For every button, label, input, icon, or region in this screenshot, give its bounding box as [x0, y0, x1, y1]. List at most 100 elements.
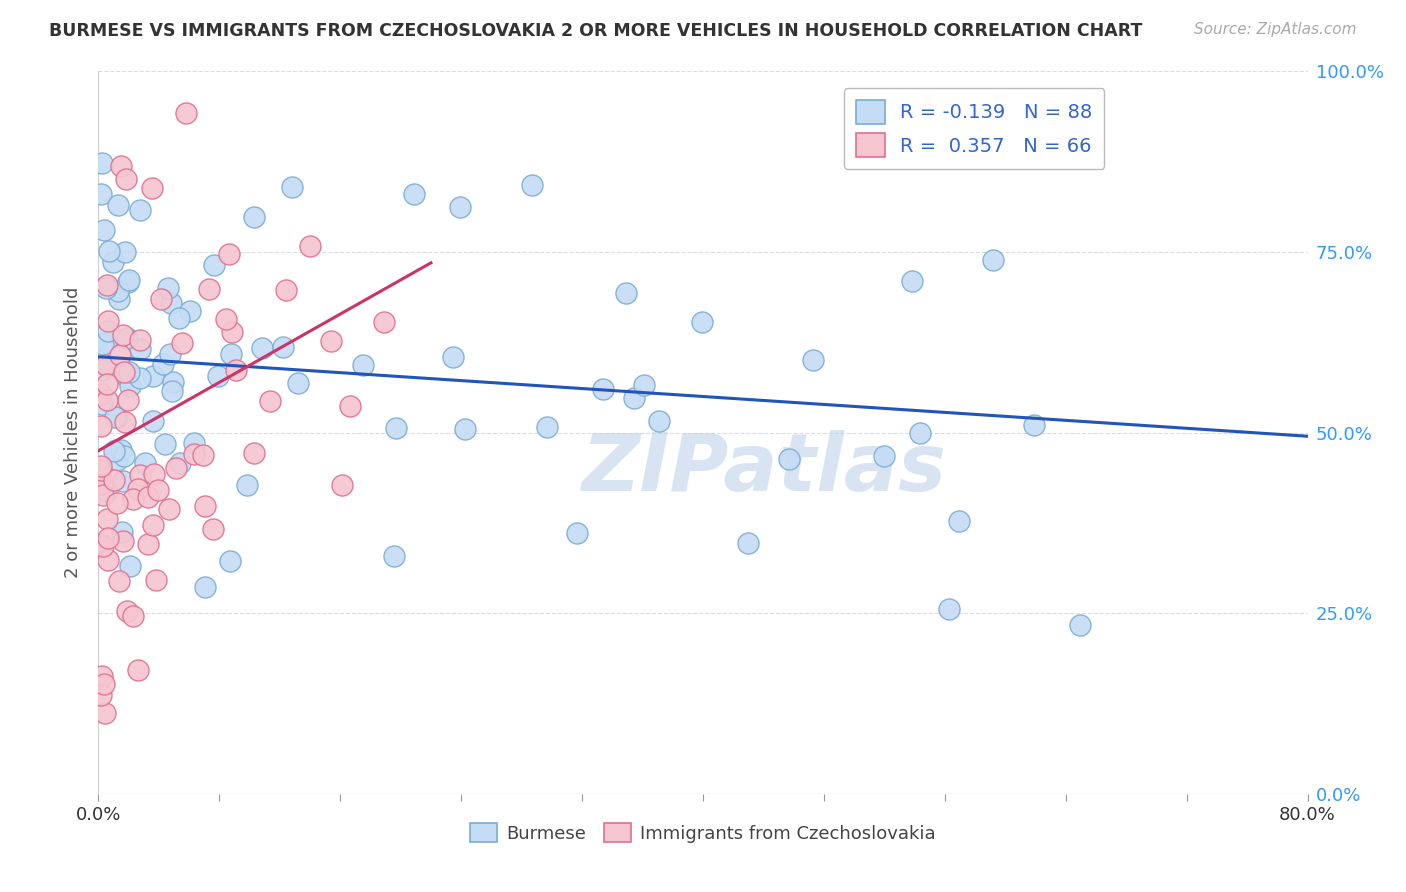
Point	[90, 537, 112, 551]
Point	[96, 278, 118, 293]
Point	[97, 531, 120, 545]
Point	[215, 311, 238, 326]
Point	[96, 512, 118, 526]
Point	[134, 456, 156, 470]
Point	[207, 368, 229, 383]
Point	[159, 347, 181, 361]
Point	[183, 447, 205, 461]
Point	[127, 482, 149, 496]
Point	[129, 342, 152, 356]
Point	[225, 363, 247, 377]
Point	[981, 252, 1004, 267]
Point	[183, 435, 205, 450]
Point	[633, 378, 655, 392]
Text: Source: ZipAtlas.com: Source: ZipAtlas.com	[1194, 22, 1357, 37]
Point	[172, 336, 194, 351]
Point	[274, 283, 297, 297]
Point	[110, 348, 132, 362]
Legend: Burmese, Immigrants from Czechoslovakia: Burmese, Immigrants from Czechoslovakia	[463, 816, 943, 850]
Point	[152, 357, 174, 371]
Point	[111, 533, 134, 548]
Point	[153, 437, 176, 451]
Point	[93, 677, 115, 691]
Point	[948, 514, 970, 528]
Point	[93, 706, 115, 721]
Point	[103, 444, 125, 458]
Point	[194, 580, 217, 594]
Point	[111, 327, 134, 342]
Point	[90, 387, 112, 401]
Point	[108, 574, 131, 588]
Text: ZIPatlas: ZIPatlas	[581, 430, 946, 508]
Point	[90, 669, 112, 683]
Point	[1069, 618, 1091, 632]
Point	[91, 336, 114, 351]
Point	[236, 477, 259, 491]
Point	[108, 292, 131, 306]
Point	[90, 688, 112, 702]
Point	[90, 462, 112, 476]
Point	[136, 491, 159, 505]
Point	[115, 603, 138, 617]
Point	[454, 422, 477, 436]
Point	[565, 526, 588, 541]
Point	[91, 539, 114, 553]
Point	[142, 518, 165, 533]
Point	[281, 179, 304, 194]
Point	[142, 414, 165, 428]
Point	[114, 415, 136, 429]
Point	[91, 155, 114, 169]
Point	[162, 376, 184, 390]
Point	[900, 274, 922, 288]
Point	[121, 491, 143, 506]
Point	[908, 425, 931, 440]
Point	[373, 315, 395, 329]
Point	[111, 524, 134, 539]
Point	[115, 171, 138, 186]
Point	[96, 314, 118, 328]
Point	[117, 370, 139, 384]
Point	[690, 315, 713, 329]
Point	[117, 273, 139, 287]
Point	[128, 203, 150, 218]
Point	[129, 334, 152, 348]
Point	[873, 449, 896, 463]
Point	[143, 467, 166, 481]
Point	[114, 244, 136, 259]
Point	[107, 496, 129, 510]
Point	[252, 341, 274, 355]
Point	[191, 448, 214, 462]
Point	[97, 553, 120, 567]
Point	[96, 335, 118, 350]
Point	[103, 473, 125, 487]
Point	[441, 350, 464, 364]
Point	[94, 280, 117, 294]
Point	[160, 295, 183, 310]
Point	[90, 187, 112, 202]
Point	[129, 371, 152, 385]
Point	[198, 282, 221, 296]
Point	[287, 376, 309, 390]
Point	[112, 449, 135, 463]
Point	[243, 210, 266, 224]
Point	[194, 499, 217, 513]
Point	[96, 377, 118, 392]
Point	[221, 347, 243, 361]
Point	[117, 331, 139, 345]
Point	[141, 180, 163, 194]
Point	[90, 459, 112, 474]
Point	[520, 178, 543, 193]
Point	[146, 483, 169, 498]
Point	[104, 442, 127, 457]
Point	[112, 365, 135, 379]
Point	[1022, 417, 1045, 432]
Point	[352, 358, 374, 372]
Point	[150, 292, 173, 306]
Point	[938, 601, 960, 615]
Point	[117, 275, 139, 289]
Point	[96, 484, 118, 499]
Point	[165, 461, 187, 475]
Point	[404, 186, 426, 201]
Point	[97, 244, 120, 258]
Point	[202, 522, 225, 536]
